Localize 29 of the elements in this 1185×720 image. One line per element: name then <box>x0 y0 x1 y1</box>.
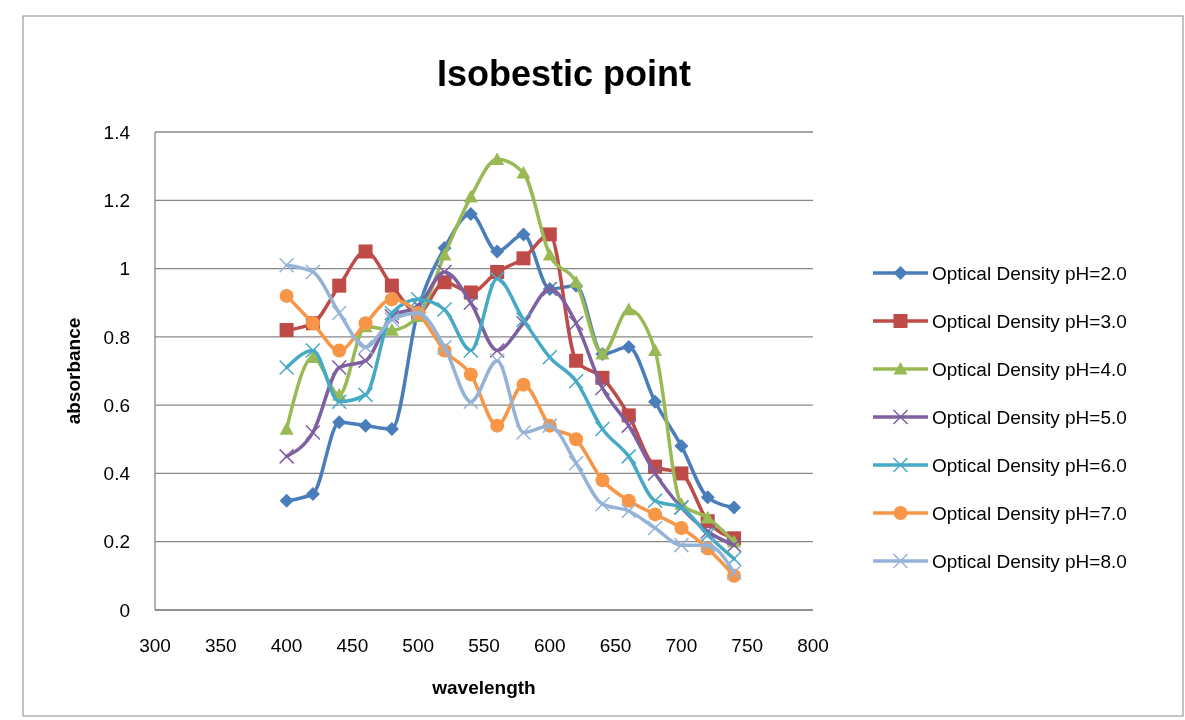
y-tick-label: 0.8 <box>103 326 130 348</box>
x-tick-label: 300 <box>139 635 171 656</box>
y-tick-label: 1 <box>119 258 130 280</box>
x-tick-label: 650 <box>599 635 632 656</box>
x-tick-label: 700 <box>665 635 698 656</box>
y-tick-label: 0.2 <box>103 531 130 553</box>
x-tick-label: 750 <box>731 635 764 656</box>
x-tick-label: 550 <box>468 635 500 656</box>
legend-label: Optical Density pH=7.0 <box>932 502 1127 524</box>
chart-title: Isobestic point <box>436 53 692 94</box>
x-tick-label: 800 <box>797 635 829 656</box>
y-tick-label: 0.6 <box>103 394 130 416</box>
x-tick-label: 350 <box>204 635 237 656</box>
x-tick-label: 500 <box>402 635 435 656</box>
legend-label: Optical Density pH=8.0 <box>932 550 1127 572</box>
legend-label: Optical Density pH=2.0 <box>932 262 1127 284</box>
y-tick-label: 1.2 <box>103 189 130 211</box>
legend-label: Optical Density pH=4.0 <box>932 358 1127 380</box>
legend-label: Optical Density pH=5.0 <box>932 406 1127 428</box>
y-tick-label: 0 <box>119 599 130 621</box>
y-tick-label: 1.4 <box>103 121 131 143</box>
legend-label: Optical Density pH=3.0 <box>932 310 1127 332</box>
x-tick-label: 400 <box>270 635 303 656</box>
legend-label: Optical Density pH=6.0 <box>932 454 1127 476</box>
y-axis-title: absorbance <box>63 317 84 425</box>
x-tick-label: 600 <box>533 635 566 656</box>
x-tick-label: 450 <box>336 635 369 656</box>
x-axis-title: wavelength <box>431 677 536 698</box>
y-tick-label: 0.4 <box>103 463 131 485</box>
